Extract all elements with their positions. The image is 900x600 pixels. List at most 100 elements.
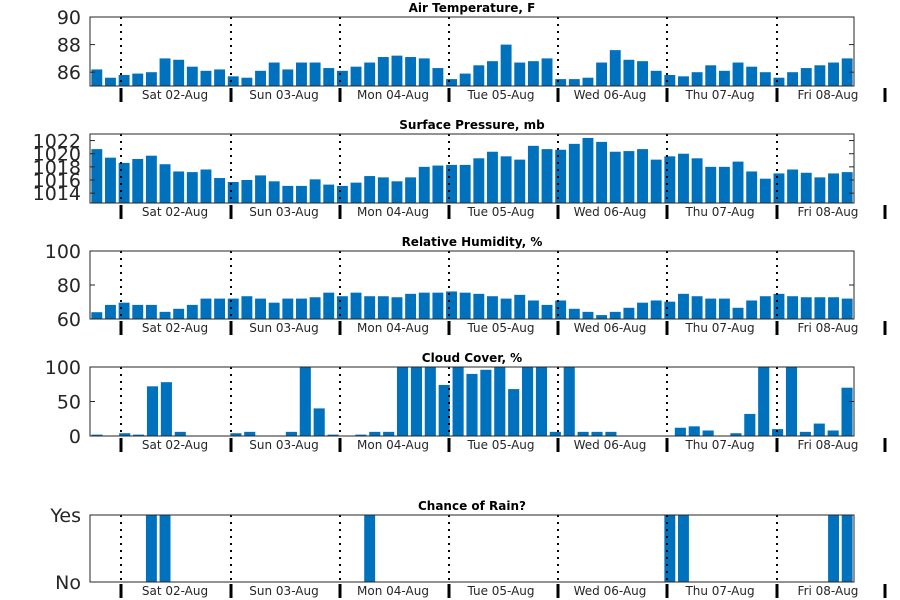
bar-3-42 — [674, 427, 686, 436]
axes-box-4 — [89, 514, 855, 583]
xtick-label-2-2: Mon 04-Aug — [357, 321, 429, 335]
bar-2-15 — [296, 298, 307, 319]
bar-1-33 — [541, 149, 553, 203]
bar-1-19 — [350, 182, 362, 203]
bar-1-25 — [432, 165, 444, 203]
xtick-label-4-1: Sun 03-Aug — [249, 584, 318, 598]
bar-3-15 — [299, 367, 311, 436]
chart-title-1: Surface Pressure, mb — [399, 118, 545, 132]
bar-0-49 — [759, 72, 771, 86]
bar-0-17 — [323, 68, 335, 86]
bar-2-54 — [828, 297, 839, 319]
bar-2-17 — [323, 292, 335, 319]
bar-2-3 — [132, 304, 144, 319]
bar-3-20 — [369, 431, 381, 436]
ytick-label-3-0: 0 — [69, 426, 81, 448]
bar-3-31 — [522, 367, 534, 436]
bar-0-10 — [227, 76, 239, 86]
bar-0-25 — [432, 68, 444, 86]
bar-1-45 — [705, 166, 717, 203]
bar-1-18 — [336, 185, 348, 203]
bar-3-2 — [119, 433, 131, 436]
xtick-label-1-1: Sun 03-Aug — [249, 205, 318, 219]
bar-1-4 — [145, 155, 157, 203]
xtick-label-1-4: Wed 06-Aug — [574, 205, 647, 219]
bar-0-30 — [500, 44, 512, 86]
bar-2-40 — [637, 302, 648, 319]
ytick-label-2-2: 100 — [45, 241, 81, 263]
bar-1-12 — [255, 175, 266, 203]
bar-0-46 — [718, 70, 730, 86]
bar-0-27 — [459, 73, 471, 86]
ytick-label-0-0: 86 — [57, 62, 81, 84]
bar-1-46 — [718, 166, 730, 203]
bar-3-48 — [758, 367, 770, 436]
bar-1-5 — [159, 164, 171, 203]
bar-2-19 — [350, 292, 362, 319]
bar-1-7 — [186, 172, 198, 203]
xtick-label-4-6: Fri 08-Aug — [798, 584, 859, 598]
bar-1-3 — [132, 158, 144, 203]
bar-3-22 — [396, 367, 409, 436]
bar-1-28 — [473, 158, 485, 203]
bar-3-4 — [146, 386, 159, 436]
bar-0-14 — [282, 69, 294, 86]
bar-2-28 — [473, 293, 485, 319]
xtick-label-3-3: Tue 05-Aug — [466, 438, 534, 452]
xtick-label-0-4: Wed 06-Aug — [574, 88, 647, 102]
bar-3-46 — [730, 433, 742, 436]
bar-0-38 — [609, 50, 621, 86]
bar-3-47 — [744, 413, 756, 436]
bar-1-34 — [555, 149, 567, 203]
bar-1-32 — [527, 145, 539, 203]
ytick-label-3-1: 50 — [57, 392, 81, 414]
bar-3-52 — [813, 423, 825, 436]
bar-0-11 — [241, 77, 253, 86]
bar-3-33 — [549, 431, 561, 436]
bar-2-1 — [105, 304, 116, 319]
bar-2-44 — [691, 296, 703, 319]
xtick-label-4-3: Tue 05-Aug — [466, 584, 534, 598]
xtick-label-1-5: Thu 07-Aug — [684, 205, 754, 219]
bar-0-29 — [487, 61, 498, 86]
xtick-label-4-5: Thu 07-Aug — [684, 584, 754, 598]
bar-2-32 — [527, 300, 539, 319]
bar-3-6 — [174, 431, 186, 436]
bar-3-43 — [688, 426, 700, 436]
bar-2-37 — [596, 315, 608, 319]
bar-1-11 — [241, 180, 253, 203]
bar-3-3 — [133, 434, 145, 436]
bar-0-7 — [186, 66, 198, 86]
xtick-label-2-5: Thu 07-Aug — [684, 321, 754, 335]
bar-1-29 — [487, 151, 498, 203]
bar-0-12 — [255, 70, 266, 86]
bar-1-13 — [268, 181, 280, 203]
bar-0-13 — [268, 62, 280, 86]
bar-4-5 — [159, 515, 171, 582]
bar-0-32 — [527, 61, 539, 86]
bar-0-9 — [214, 69, 226, 86]
bar-2-24 — [418, 292, 430, 319]
ytick-label-1-0: 1014 — [33, 183, 81, 205]
bar-0-26 — [446, 79, 457, 86]
bar-3-25 — [438, 384, 450, 436]
ytick-label-2-0: 60 — [57, 309, 81, 331]
bar-2-11 — [241, 296, 253, 319]
bar-1-49 — [759, 178, 771, 203]
bar-0-16 — [309, 62, 321, 86]
bar-1-36 — [582, 137, 594, 203]
bar-4-42 — [664, 515, 676, 582]
bar-1-14 — [282, 185, 294, 203]
bar-3-19 — [355, 434, 367, 436]
bar-1-23 — [405, 177, 417, 203]
bar-2-6 — [173, 308, 185, 319]
chart-title-0: Air Temperature, F — [409, 1, 536, 15]
bar-3-23 — [410, 367, 422, 436]
bar-0-40 — [637, 61, 648, 86]
xtick-label-0-0: Sat 02-Aug — [142, 88, 208, 102]
bar-2-48 — [746, 300, 758, 319]
bar-2-49 — [759, 296, 771, 319]
bar-3-10 — [230, 433, 242, 436]
bar-3-5 — [160, 382, 172, 436]
bar-1-38 — [609, 151, 621, 203]
